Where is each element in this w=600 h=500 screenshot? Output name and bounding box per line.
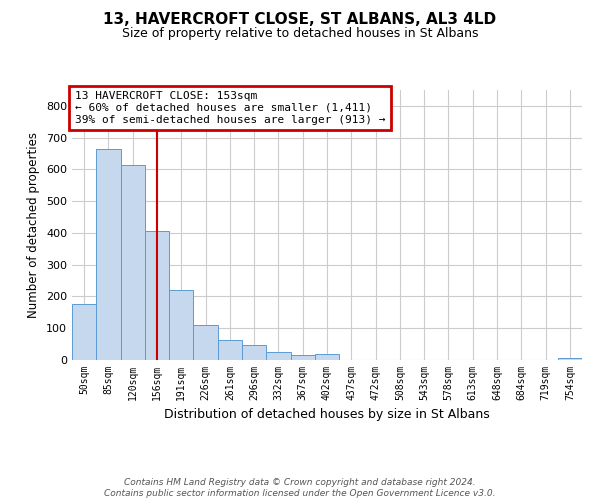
- Text: Contains HM Land Registry data © Crown copyright and database right 2024.
Contai: Contains HM Land Registry data © Crown c…: [104, 478, 496, 498]
- Y-axis label: Number of detached properties: Number of detached properties: [28, 132, 40, 318]
- Bar: [72, 304, 96, 360]
- Bar: [315, 354, 339, 360]
- Bar: [169, 290, 193, 360]
- Bar: [193, 325, 218, 360]
- Text: 13 HAVERCROFT CLOSE: 153sqm
← 60% of detached houses are smaller (1,411)
39% of : 13 HAVERCROFT CLOSE: 153sqm ← 60% of det…: [74, 92, 385, 124]
- Bar: [558, 358, 582, 360]
- Bar: [290, 355, 315, 360]
- Bar: [266, 352, 290, 360]
- Bar: [242, 345, 266, 360]
- Bar: [218, 340, 242, 360]
- Bar: [96, 149, 121, 360]
- Bar: [145, 232, 169, 360]
- Text: 13, HAVERCROFT CLOSE, ST ALBANS, AL3 4LD: 13, HAVERCROFT CLOSE, ST ALBANS, AL3 4LD: [103, 12, 497, 28]
- X-axis label: Distribution of detached houses by size in St Albans: Distribution of detached houses by size …: [164, 408, 490, 422]
- Text: Size of property relative to detached houses in St Albans: Size of property relative to detached ho…: [122, 28, 478, 40]
- Bar: [121, 164, 145, 360]
